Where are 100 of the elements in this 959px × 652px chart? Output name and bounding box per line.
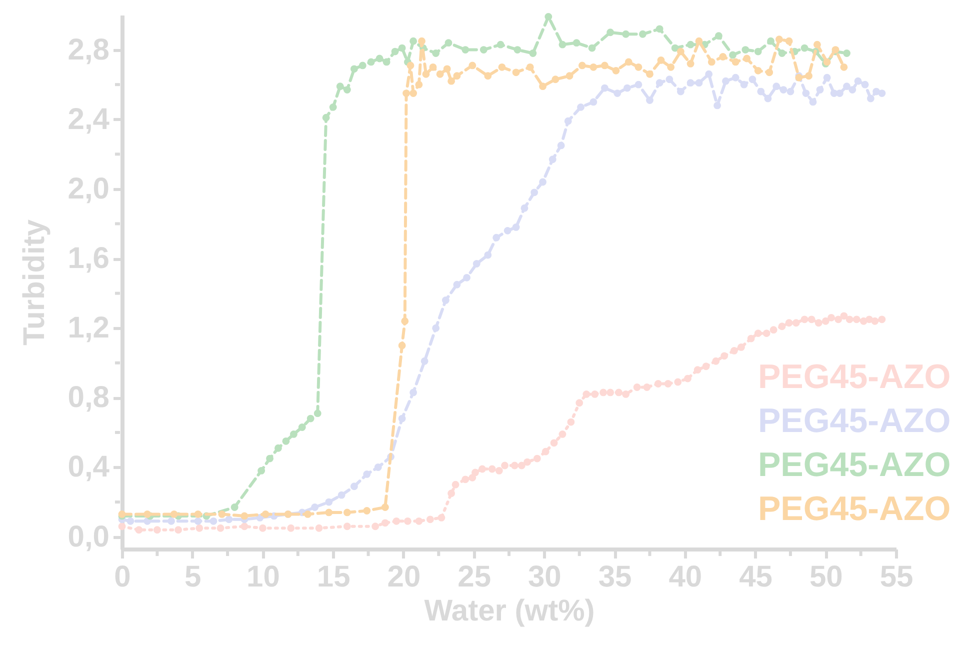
point [436, 70, 444, 78]
point [729, 51, 736, 59]
point [496, 40, 504, 48]
point [401, 317, 409, 325]
point [544, 13, 552, 20]
point [754, 66, 762, 74]
point [398, 342, 406, 350]
point [638, 30, 646, 38]
point [552, 76, 560, 84]
point [566, 72, 574, 80]
point [336, 82, 344, 90]
point [422, 70, 430, 78]
point [448, 77, 456, 85]
point [480, 46, 488, 54]
point [410, 90, 418, 97]
point [572, 39, 580, 47]
point [686, 40, 694, 48]
point [350, 65, 358, 73]
point [398, 44, 406, 52]
point [719, 53, 727, 60]
point [498, 63, 506, 71]
point [322, 114, 330, 122]
point [800, 44, 808, 52]
point [634, 63, 642, 71]
point [775, 36, 783, 44]
point [266, 454, 274, 462]
point [262, 510, 270, 518]
point [657, 56, 665, 64]
point [230, 504, 238, 511]
point [218, 510, 226, 518]
point [418, 37, 426, 45]
point [381, 504, 389, 511]
point [298, 424, 306, 431]
point [376, 54, 384, 62]
point [714, 32, 722, 40]
point [363, 507, 371, 514]
point [290, 430, 298, 438]
point [512, 68, 520, 76]
point [144, 510, 152, 518]
point [600, 62, 608, 70]
point [767, 37, 774, 45]
point [410, 37, 418, 45]
point [558, 40, 566, 48]
point [742, 46, 750, 54]
point [406, 62, 414, 70]
point [606, 28, 614, 36]
point [444, 39, 452, 47]
point [382, 58, 390, 66]
point [743, 54, 751, 62]
point [695, 37, 703, 45]
point [306, 414, 314, 422]
point [415, 80, 423, 88]
point [402, 90, 410, 97]
point [667, 63, 675, 71]
point [754, 48, 762, 56]
point [484, 72, 492, 80]
text: PEG45-AZO [758, 446, 951, 484]
point [676, 48, 684, 56]
point [514, 46, 522, 54]
point [358, 62, 366, 70]
point [646, 70, 654, 78]
point [432, 50, 440, 57]
point [170, 510, 178, 518]
point [304, 510, 312, 518]
point [708, 58, 716, 66]
point [778, 50, 786, 57]
point [274, 444, 282, 452]
point [766, 68, 774, 76]
point [612, 66, 620, 74]
point [622, 30, 630, 38]
point [343, 508, 351, 516]
point [539, 82, 546, 90]
point [314, 410, 322, 418]
point [813, 40, 821, 48]
point [732, 58, 740, 66]
point [840, 63, 848, 71]
point [367, 58, 375, 66]
point [578, 62, 586, 70]
point [805, 72, 812, 80]
point [843, 50, 850, 57]
point [453, 72, 461, 80]
point [258, 467, 266, 474]
point [443, 65, 451, 73]
point [656, 25, 664, 33]
point [588, 44, 596, 52]
point [686, 60, 694, 68]
point [325, 508, 333, 516]
point [329, 103, 337, 111]
point [391, 48, 399, 56]
point [785, 37, 793, 45]
point [194, 510, 202, 518]
point [590, 63, 598, 71]
point [282, 437, 290, 445]
point [343, 86, 351, 94]
point [624, 58, 632, 66]
text: PEG45-AZO [758, 490, 951, 528]
point [240, 512, 248, 520]
point [671, 44, 679, 52]
point [468, 62, 476, 70]
point [529, 50, 537, 57]
